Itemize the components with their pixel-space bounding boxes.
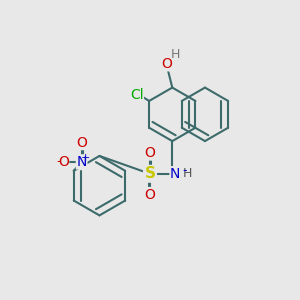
Text: O: O	[145, 188, 155, 202]
Text: +: +	[81, 153, 90, 163]
Text: Cl: Cl	[130, 88, 143, 102]
Text: S: S	[145, 166, 155, 181]
Text: O: O	[76, 136, 87, 150]
Text: H: H	[183, 167, 192, 180]
Text: -: -	[182, 164, 187, 177]
Text: H: H	[171, 48, 180, 62]
Text: O: O	[58, 155, 69, 169]
Text: N: N	[76, 155, 87, 169]
Text: N: N	[170, 167, 181, 181]
Text: O: O	[145, 146, 155, 160]
Text: O: O	[161, 57, 172, 71]
Text: -: -	[56, 155, 61, 168]
